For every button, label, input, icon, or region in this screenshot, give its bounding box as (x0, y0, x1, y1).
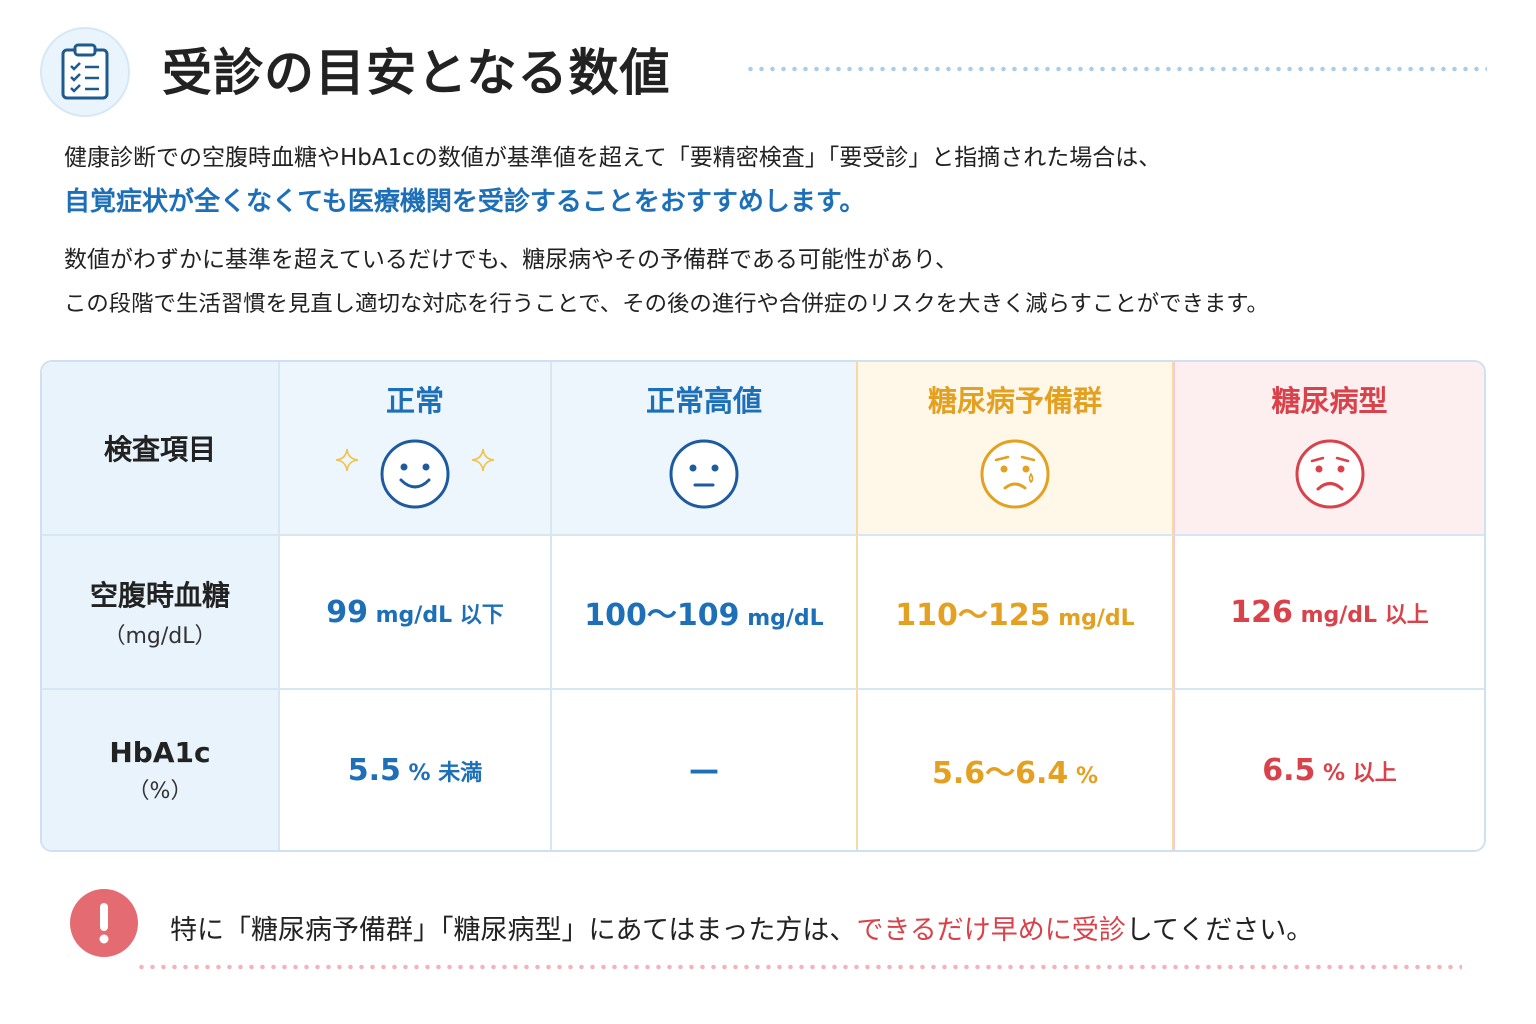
value-cell: 5.5 % 未満 (280, 690, 552, 850)
alert-text-before: 特に「糖尿病予備群」「糖尿病型」にあてはまった方は、 (170, 915, 857, 946)
criteria-table: 検査項目 正常 正常高値 糖尿病予備群 (40, 360, 1486, 852)
value-number: 5.6〜6.4 (932, 756, 1069, 791)
intro-line-1: 健康診断での空腹時血糖やHbA1cの数値が基準値を超えて「要精密検査」「要受診」… (64, 145, 1162, 171)
value-cell: 6.5 % 以上 (1174, 690, 1484, 850)
alert-dotted-divider (136, 964, 1462, 970)
value-unit: % 以上 (1315, 760, 1397, 786)
value-number: 126 (1230, 594, 1293, 630)
clipboard-checklist-icon (40, 27, 130, 117)
value-number: 5.5 (347, 752, 401, 788)
value-cell: 126 mg/dL 以上 (1174, 536, 1484, 690)
value-number: 110〜125 (895, 598, 1051, 633)
value-unit: mg/dL 以上 (1292, 602, 1429, 628)
row-label-hba1c: HbA1c （%） (42, 690, 280, 850)
column-header-prediabetes: 糖尿病予備群 (856, 362, 1174, 536)
alert-text-after: してください。 (1125, 915, 1314, 946)
value-cell: 110〜125 mg/dL (856, 536, 1174, 690)
table-header-label-cell: 検査項目 (42, 362, 280, 536)
value-unit: % (1068, 764, 1098, 789)
neutral-face-icon (669, 439, 739, 509)
value-unit: mg/dL (1050, 606, 1135, 631)
sparkle-icon (471, 448, 495, 472)
row-label-text: 空腹時血糖 (89, 579, 230, 612)
value-cell: 99 mg/dL 以下 (280, 536, 552, 690)
table-header-label: 検査項目 (103, 433, 216, 466)
value-cell: 5.6〜6.4 % (856, 690, 1174, 850)
column-name-normal: 正常 (385, 384, 444, 418)
intro-line-3: 数値がわずかに基準を超えているだけでも、糖尿病やその予備群である可能性があり、 (64, 247, 959, 273)
value-unit: mg/dL 以下 (367, 602, 504, 628)
column-name-high-normal: 正常高値 (645, 384, 762, 418)
sparkle-icon (335, 448, 359, 472)
row-label-fasting-glucose: 空腹時血糖 （mg/dL） (42, 536, 280, 690)
alert-text-emphasis: できるだけ早めに受診 (856, 915, 1126, 946)
intro-line-4: この段階で生活習慣を見直し適切な対応を行うことで、その後の進行や合併症のリスクを… (64, 291, 1269, 317)
column-name-prediabetes: 糖尿病予備群 (927, 384, 1102, 418)
value-unit: % 未満 (400, 760, 483, 786)
column-header-diabetes: 糖尿病型 (1174, 362, 1484, 536)
intro-line-2-emphasis: 自覚症状が全くなくても医療機関を受診することをおすすめします。 (64, 187, 866, 217)
row-label-text: HbA1c (109, 735, 211, 769)
column-name-diabetes: 糖尿病型 (1271, 384, 1388, 418)
value-unit: mg/dL (739, 606, 824, 631)
column-header-high-normal: 正常高値 (552, 362, 856, 536)
value-cell: 100〜109 mg/dL (552, 536, 856, 690)
worried-face-icon (980, 439, 1050, 509)
exclamation-icon (70, 889, 138, 957)
smiling-face-icon (380, 439, 450, 509)
value-number: 6.5 (1262, 752, 1316, 788)
value-cell: — (552, 690, 856, 850)
value-number: 100〜109 (584, 598, 740, 633)
alert-message: 特に「糖尿病予備群」「糖尿病型」にあてはまった方は、できるだけ早めに受診してくだ… (170, 908, 1313, 947)
value-number: — (689, 752, 719, 788)
row-unit-text: （%） (127, 778, 193, 804)
sad-face-icon (1295, 439, 1364, 509)
value-number: 99 (326, 594, 368, 630)
page-title: 受診の目安となる数値 (162, 44, 671, 102)
title-dotted-divider (745, 66, 1487, 72)
row-unit-text: （mg/dL） (103, 624, 217, 649)
column-header-normal: 正常 (280, 362, 552, 536)
